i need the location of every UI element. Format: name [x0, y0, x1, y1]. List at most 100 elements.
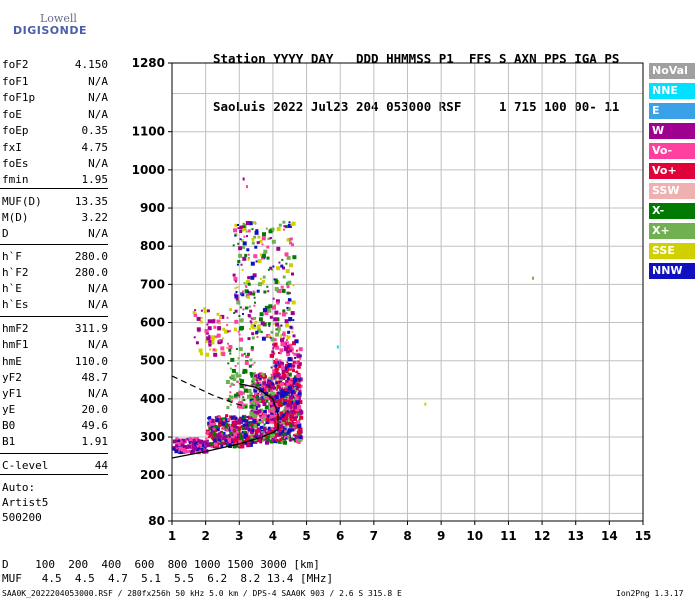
y-tick-label: 800 — [140, 239, 165, 253]
echo-point — [295, 349, 298, 352]
echo-point — [295, 394, 298, 397]
echo-point — [247, 290, 250, 293]
param-name: yF1 — [2, 387, 22, 400]
echo-point — [256, 438, 261, 443]
echo-point — [190, 450, 193, 453]
echo-point — [289, 349, 293, 353]
echo-point — [273, 372, 277, 376]
echo-point — [267, 426, 271, 430]
echo-point — [270, 330, 274, 334]
echo-point — [232, 444, 237, 449]
echo-point — [246, 416, 249, 419]
echo-point — [280, 400, 282, 403]
param-value: N/A — [88, 157, 108, 170]
echo-point — [269, 315, 273, 319]
echo-point — [175, 437, 179, 441]
echo-point — [244, 228, 247, 231]
echo-point — [241, 391, 245, 395]
echo-point — [217, 434, 222, 439]
x-tick-label: 3 — [235, 529, 243, 543]
echo-point — [282, 370, 285, 373]
echo-point — [251, 363, 254, 366]
echo-point — [257, 392, 260, 395]
echo-point — [295, 387, 299, 391]
echo-point — [237, 435, 240, 438]
echo-point — [296, 413, 299, 416]
echo-point — [248, 305, 251, 308]
echo-point — [286, 433, 291, 438]
echo-point — [257, 235, 261, 239]
echo-point — [289, 241, 293, 245]
echo-point — [230, 425, 233, 428]
echo-point — [247, 431, 250, 434]
echo-point — [280, 324, 283, 327]
echo-point — [267, 290, 270, 293]
echo-point — [222, 419, 226, 422]
echo-point — [252, 384, 255, 387]
echo-point — [174, 440, 178, 444]
echo-point — [296, 380, 299, 383]
echo-point — [241, 431, 244, 433]
echo-point — [206, 431, 211, 436]
echo-point — [204, 339, 208, 343]
echo-point — [213, 325, 217, 329]
echo-point — [237, 432, 242, 437]
logo-lowell-text: Lowell — [40, 12, 77, 25]
param-name: h`Es — [2, 298, 29, 311]
echo-point — [251, 325, 256, 330]
echo-point — [280, 388, 284, 392]
echo-point — [287, 421, 292, 426]
echo-point — [253, 410, 258, 415]
echo-point — [263, 423, 266, 426]
echo-point — [208, 343, 212, 347]
echo-point — [239, 225, 244, 230]
echo-point — [245, 421, 248, 424]
param-value: N/A — [88, 227, 108, 240]
echo-point — [237, 426, 242, 431]
echo-point — [238, 440, 243, 445]
echo-point — [176, 442, 181, 447]
echo-point — [288, 343, 293, 348]
echo-point — [295, 402, 298, 405]
echo-point — [291, 414, 295, 418]
echo-point — [260, 416, 264, 420]
echo-point — [299, 438, 303, 442]
echo-point — [260, 419, 264, 423]
param-name: foE — [2, 108, 22, 121]
echo-point — [251, 228, 254, 231]
echo-point — [265, 435, 270, 440]
echo-point — [265, 306, 270, 311]
echo-point — [278, 352, 280, 354]
echo-point — [250, 436, 253, 439]
param-row: hmF1 N/A — [2, 338, 108, 352]
echo-point — [208, 432, 213, 437]
echo-point — [286, 405, 291, 410]
echo-point — [252, 273, 257, 278]
x-tick-label: 6 — [336, 529, 344, 543]
echo-point — [243, 388, 248, 393]
echo-point — [232, 428, 237, 433]
echo-point — [251, 425, 254, 428]
echo-point — [266, 414, 270, 418]
echo-point — [283, 225, 286, 228]
param-value: 3.22 — [81, 211, 109, 224]
echo-point — [288, 317, 293, 321]
echo-point — [239, 400, 243, 404]
echo-point — [229, 308, 233, 312]
echo-point — [270, 427, 274, 430]
echo-point — [292, 341, 296, 346]
echo-point — [292, 360, 296, 364]
echo-point — [199, 320, 203, 324]
echo-point — [225, 428, 229, 432]
echo-point — [193, 446, 198, 450]
echo-point — [225, 380, 230, 384]
echo-point — [292, 380, 297, 385]
legend-item: X- — [649, 203, 695, 219]
y-tick-label: 1000 — [132, 163, 165, 177]
echo-point — [246, 248, 250, 252]
echo-point — [259, 414, 263, 418]
echo-point — [272, 407, 276, 411]
echo-point — [262, 275, 266, 279]
echo-point — [277, 330, 280, 333]
echo-point — [262, 402, 267, 406]
